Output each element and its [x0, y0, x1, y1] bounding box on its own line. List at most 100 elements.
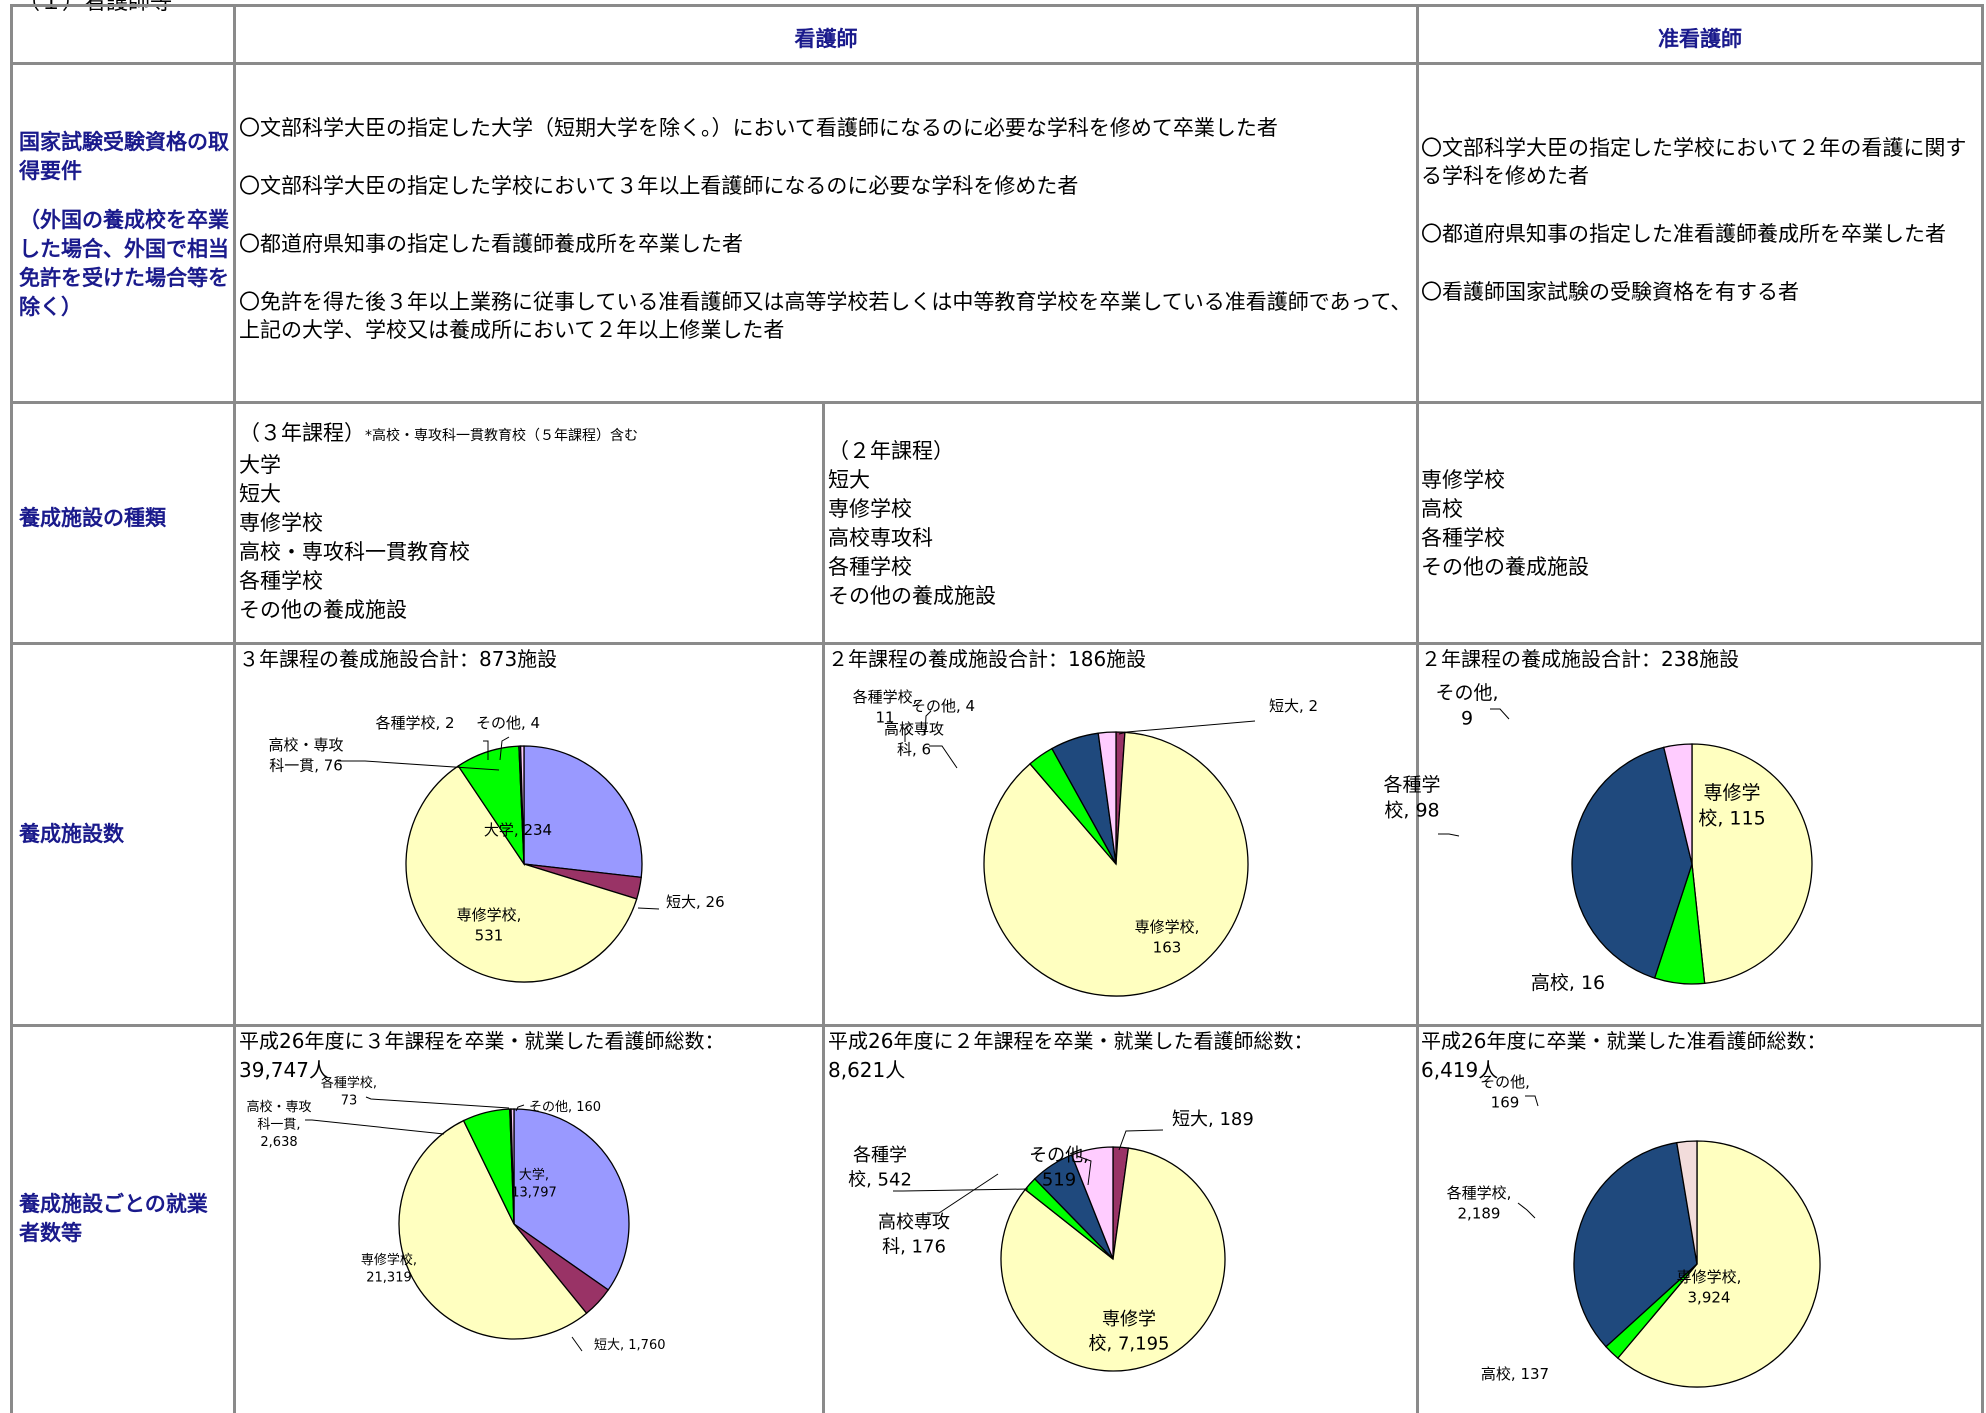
pie-slice-専修学校 — [1616, 1140, 1821, 1388]
pie-slice-その他 — [1070, 1146, 1114, 1260]
chart-title-emp3: 平成26年度に３年課程を卒業・就業した看護師総数： 39,747人 — [239, 1027, 819, 1085]
pie-slice-大学 — [523, 745, 643, 879]
list-item: 各種学校 — [828, 555, 912, 579]
data-label: 専修学校, 531 — [457, 906, 522, 944]
data-label: 専修学校, 3,924 — [1677, 1268, 1742, 1306]
leader-line — [499, 736, 510, 761]
data-label: 各種学校, 2 — [375, 714, 454, 732]
pie-chart-employment-2yr: 短大, 189 専修学校, 7,195 高校専攻科, 176 各種学校, 542 その他… — [848, 1109, 1254, 1372]
row-header-facility-counts: 養成施設数 — [19, 822, 124, 846]
data-label: 短大, 189 — [1172, 1109, 1254, 1130]
data-label: その他, 9 — [1435, 682, 1498, 730]
chart-title-line: 平成26年度に卒業・就業した准看護師総数： — [1421, 1029, 1827, 1053]
facility-types-2yr: （２年課程） 短大 専修学校 高校専攻科 各種学校 その他の養成施設 — [828, 437, 1413, 611]
section-heading: （１）看護師等 — [18, 0, 173, 15]
data-label: 専修学校, 7,195 — [1089, 1309, 1170, 1354]
leader-line — [929, 745, 958, 769]
requirement-item: 〇文部科学大臣の指定した学校において２年の看護に関する学科を修めた者 — [1421, 136, 1967, 188]
list-item: 高校専攻科 — [828, 526, 933, 550]
leader-line — [515, 1104, 525, 1112]
data-label: 短大, 2 — [1269, 697, 1318, 715]
requirements-assistant: 〇文部科学大臣の指定した学校において２年の看護に関する学科を修めた者 〇都道府県… — [1421, 134, 1976, 306]
pie-chart-employment-3yr: 大学, 13,797 短大, 1,760 専修学校, 21,319 高校・専攻科一貫, 2,… — [246, 1075, 665, 1353]
data-label: 各種学校, 542 — [848, 1145, 912, 1190]
chart-title-facA: ２年課程の養成施設合計：238施設 — [1421, 647, 1740, 671]
list-item: 各種学校 — [239, 569, 323, 593]
facility-types-assistant: 専修学校 高校 各種学校 その他の養成施設 — [1421, 466, 1976, 582]
data-label: 短大, 1,760 — [594, 1338, 665, 1353]
pie-slice-その他 — [1676, 1140, 1698, 1265]
row-header-facility-types: 養成施設の種類 — [19, 506, 166, 530]
leader-line — [893, 1188, 1029, 1192]
leader-line — [924, 710, 932, 736]
leader-line — [483, 740, 489, 760]
data-label: 短大, 26 — [666, 893, 725, 911]
data-label: その他, 519 — [1029, 1145, 1089, 1190]
list-item: 高校 — [1421, 497, 1463, 521]
data-label: その他, 4 — [911, 697, 975, 715]
course-note: *高校・専攻科一貫教育校（５年課程）含む — [365, 428, 638, 444]
leader-line — [1076, 1155, 1092, 1186]
requirement-item: 〇文部科学大臣の指定した大学（短期大学を除く。）において看護師になるのに必要な学… — [239, 116, 1278, 140]
comparison-table: 看護師 准看護師 国家試験受験資格の取得要件 （外国の養成校を卒業した場合、外国… — [10, 4, 1984, 1413]
pie-slice-その他 — [519, 745, 525, 865]
header-nurse: 看護師 — [794, 27, 858, 51]
leader-line — [927, 1173, 999, 1214]
chart-title-total: 39,747人 — [239, 1058, 329, 1082]
chart-title-line: 平成26年度に２年課程を卒業・就業した看護師総数： — [828, 1029, 1314, 1053]
data-label: その他, 169 — [1480, 1073, 1530, 1111]
data-label: 各種学校, 11 — [853, 688, 918, 726]
pie-slice-その他 — [510, 1108, 515, 1225]
data-label: 専修学校, 115 — [1698, 782, 1765, 830]
data-label: 高校・専攻科一貫, 76 — [268, 736, 343, 774]
data-label: その他, 160 — [529, 1100, 601, 1115]
course-title: （２年課程） — [828, 439, 954, 463]
data-label: 各種学校, 98 — [1383, 774, 1440, 822]
chart-title-line: 平成26年度に３年課程を卒業・就業した看護師総数： — [239, 1029, 725, 1053]
list-item: 専修学校 — [828, 497, 912, 521]
list-item: 各種学校 — [1421, 526, 1505, 550]
data-label: 高校・専攻科一貫, 2,638 — [246, 1099, 311, 1150]
list-item: 大学 — [239, 453, 281, 477]
list-item: 専修学校 — [239, 511, 323, 535]
pie-chart-facilities-3yr: 大学, 234 短大, 26 専修学校, 531 高校・専攻科一貫, 76 各種学校, 2… — [268, 714, 725, 983]
pie-slice-専修学校 — [405, 765, 638, 983]
list-item: その他の養成施設 — [828, 584, 996, 608]
data-label: 高校専攻科, 176 — [878, 1212, 950, 1257]
requirement-item: 〇文部科学大臣の指定した学校において３年以上看護師になるのに必要な学科を修めた者 — [239, 174, 1079, 198]
data-label: 高校専攻科, 6 — [884, 720, 944, 758]
chart-title-total: 6,419人 — [1421, 1058, 1499, 1082]
pie-slice-各種学校 — [1571, 746, 1693, 979]
leader-line — [904, 723, 912, 742]
list-item: 短大 — [828, 468, 870, 492]
leader-line — [571, 1336, 583, 1352]
leader-line — [338, 760, 500, 771]
pie-slice-各種学校 — [1573, 1141, 1698, 1348]
pie-slice-その他 — [1097, 731, 1117, 865]
pie-chart-facilities-assistant: 専修学校, 115 高校, 16 各種学校, 98 その他, 9 — [1383, 682, 1813, 994]
pie-slice-専修学校 — [1691, 743, 1813, 985]
leader-line — [305, 1119, 445, 1135]
requirement-item: 〇免許を得た後３年以上業務に従事している准看護師又は高等学校若しくは中等教育学校… — [239, 290, 1412, 342]
leader-line — [1525, 1095, 1539, 1107]
data-label: 各種学校, 2,189 — [1447, 1184, 1512, 1222]
pie-slice-専修学校 — [1000, 1147, 1226, 1372]
requirements-nurse: 〇文部科学大臣の指定した大学（短期大学を除く。）において看護師になるのに必要な学… — [239, 114, 1414, 344]
requirement-item: 〇看護師国家試験の受験資格を有する者 — [1421, 280, 1799, 304]
leader-line — [1438, 833, 1460, 837]
data-label: 高校, 16 — [1531, 972, 1605, 994]
data-label: 高校, 137 — [1481, 1365, 1549, 1383]
data-label: その他, 4 — [476, 714, 540, 732]
row-header-employment: 養成施設ごとの就業者数等 — [19, 1192, 208, 1245]
data-label: 大学, 13,797 — [511, 1167, 557, 1201]
list-item: その他の養成施設 — [239, 598, 407, 622]
pie-slice-専修学校 — [398, 1119, 588, 1340]
row-header-requirements-note: （外国の養成校を卒業した場合、外国で相当免許を受けた場合等を除く） — [19, 208, 229, 319]
chart-title-fac2: ２年課程の養成施設合計：186施設 — [828, 647, 1147, 671]
leader-line — [1490, 708, 1510, 720]
course-title: （３年課程） — [239, 421, 365, 445]
leader-line — [637, 907, 660, 910]
chart-title-total: 8,621人 — [828, 1058, 906, 1082]
list-item: その他の養成施設 — [1421, 555, 1589, 579]
